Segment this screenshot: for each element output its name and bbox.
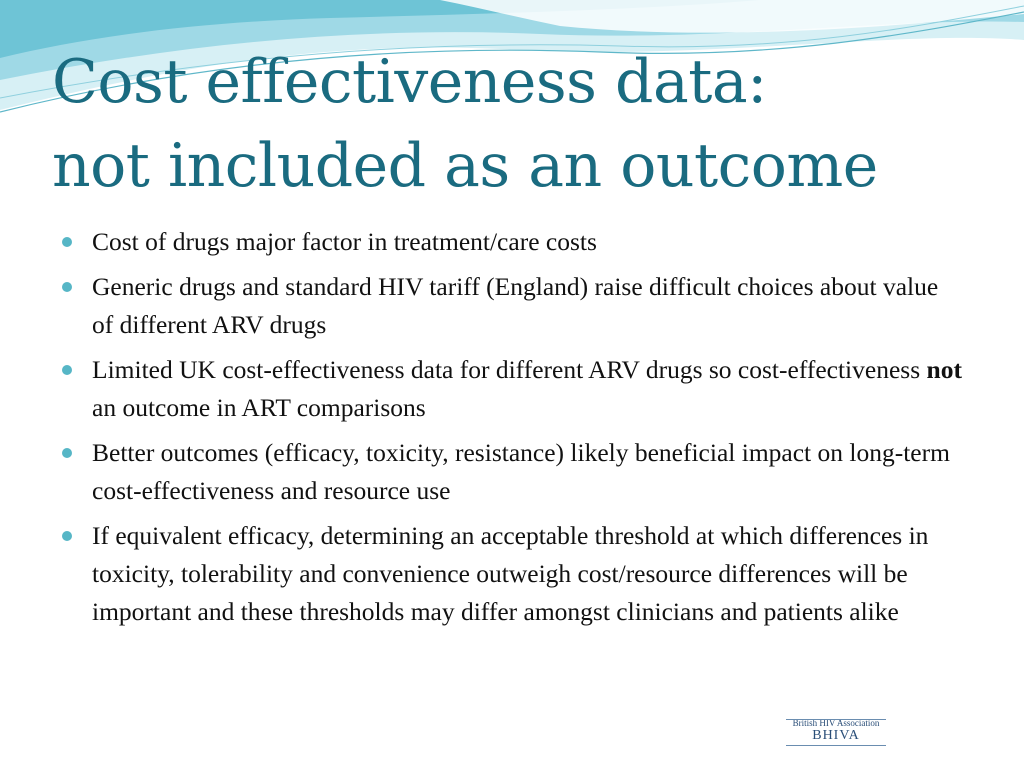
- bullet-list: Cost of drugs major factor in treatment/…: [62, 223, 962, 638]
- bullet-item: If equivalent efficacy, determining an a…: [62, 517, 962, 631]
- bullet-item: Better outcomes (efficacy, toxicity, res…: [62, 434, 962, 510]
- bullet-item: Cost of drugs major factor in treatment/…: [62, 223, 962, 261]
- bullet-item: Limited UK cost-effectiveness data for d…: [62, 351, 962, 427]
- bullet-text: Better outcomes (efficacy, toxicity, res…: [92, 438, 950, 505]
- title-line-1: Cost effectiveness data:: [52, 47, 767, 117]
- bullet-text-bold: not: [926, 355, 962, 384]
- bullet-item: Generic drugs and standard HIV tariff (E…: [62, 268, 962, 344]
- title-line-2: not included as an outcome: [52, 131, 878, 201]
- bhiva-logo: British HIV Association BHIVA: [786, 718, 886, 756]
- bullet-marker-icon: [62, 237, 72, 247]
- header-wave-decoration: [0, 0, 1024, 113]
- logo-association-name: British HIV Association: [792, 718, 880, 728]
- slide-title: Cost effectiveness data: not included as…: [52, 40, 878, 208]
- bullet-text: Generic drugs and standard HIV tariff (E…: [92, 272, 939, 339]
- bullet-text: Cost of drugs major factor in treatment/…: [92, 227, 597, 256]
- bullet-marker-icon: [62, 282, 72, 292]
- bullet-marker-icon: [62, 448, 72, 458]
- bullet-text: Limited UK cost-effectiveness data for d…: [92, 355, 927, 384]
- bullet-text: an outcome in ART comparisons: [92, 393, 426, 422]
- bullet-marker-icon: [62, 531, 72, 541]
- bullet-text: If equivalent efficacy, determining an a…: [92, 521, 929, 626]
- logo-abbreviation: BHIVA: [812, 728, 860, 743]
- bullet-marker-icon: [62, 365, 72, 375]
